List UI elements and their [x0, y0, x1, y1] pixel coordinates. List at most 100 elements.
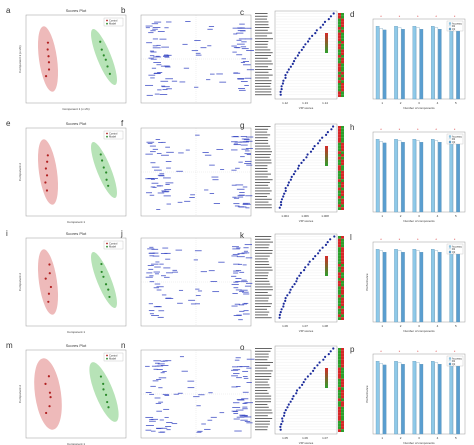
variable-label-mark	[236, 54, 243, 56]
heatmap-cell	[338, 145, 341, 149]
vip-dot	[302, 381, 305, 384]
bar-q2	[382, 252, 387, 323]
legend-marker	[106, 245, 108, 248]
variable-label-mark	[149, 255, 155, 257]
vip-dot	[287, 181, 290, 184]
heatmap-cell	[338, 142, 341, 146]
variable-label-mark	[154, 266, 161, 268]
variable-label-mark	[246, 69, 255, 71]
variable-label-mark	[160, 365, 169, 366]
variable-label-mark	[163, 267, 171, 269]
confidence-ellipse-control	[37, 26, 59, 92]
variable-label-mark	[243, 202, 250, 204]
variable-label-mark	[237, 78, 245, 79]
variable-label-mark	[233, 203, 240, 205]
sample-point-model	[102, 54, 105, 57]
vip-dot	[280, 198, 284, 201]
feature-name-mark	[255, 57, 268, 59]
heatmap-cell	[341, 170, 344, 174]
legend-marker	[106, 242, 108, 245]
legend-swatch	[448, 135, 452, 138]
heatmap-cell	[338, 359, 341, 362]
bar-accuracy	[449, 249, 453, 323]
vip-dot	[306, 40, 310, 43]
variable-label-mark	[158, 387, 163, 389]
feature-name-mark	[255, 46, 268, 48]
variable-label-mark	[148, 268, 154, 270]
legend-swatch	[448, 363, 452, 366]
variable-label-mark	[159, 94, 168, 95]
variable-label-mark	[153, 360, 161, 362]
variable-label-mark	[154, 362, 160, 364]
feature-name-mark	[255, 418, 273, 419]
heatmap-cell	[338, 173, 341, 177]
variable-label-mark	[235, 278, 242, 279]
variable-label-mark	[157, 363, 165, 365]
vip-dot	[292, 60, 296, 63]
heatmap-cell	[341, 77, 344, 81]
feature-name-mark	[255, 275, 268, 277]
panel-letter: g	[240, 121, 244, 130]
variable-label-mark	[157, 72, 163, 73]
variable-label-mark	[148, 310, 155, 312]
heatmap-cell	[338, 148, 341, 152]
heatmap-cell	[338, 409, 341, 413]
heatmap-cell	[341, 66, 344, 69]
variable-label-mark	[232, 366, 238, 368]
sample-point-model	[104, 393, 108, 396]
feature-name-mark	[255, 128, 269, 130]
variable-label-mark	[244, 416, 252, 418]
bar-r2	[416, 250, 420, 323]
variable-label-mark	[156, 369, 163, 371]
variable-label-mark	[197, 430, 203, 432]
x-tick-label: 2	[400, 436, 402, 440]
variable-label-mark	[195, 295, 201, 297]
heatmap-cell	[341, 278, 344, 281]
panel-letter: h	[350, 123, 354, 132]
vip-dot	[313, 367, 316, 370]
feature-name-mark	[255, 387, 271, 389]
x-tick-label: 1.07	[302, 324, 308, 328]
heatmap-cell	[341, 38, 344, 41]
variable-label-mark	[162, 371, 167, 372]
vip-dot	[286, 294, 289, 297]
heatmap-cell	[341, 162, 344, 166]
sample-point-control	[49, 285, 53, 289]
heatmap-cell	[341, 409, 344, 413]
variable-label-mark	[244, 160, 252, 162]
vip-dot	[324, 355, 327, 358]
feature-name-mark	[255, 201, 269, 203]
vip-dot	[284, 76, 287, 79]
bar-accuracy	[412, 249, 417, 323]
variable-label-mark	[171, 80, 178, 82]
variable-label-mark	[243, 302, 249, 304]
heatmap-cell	[338, 395, 341, 399]
sample-point-control	[45, 411, 48, 415]
heatmap-cell	[341, 266, 344, 270]
vip-dot	[330, 128, 333, 131]
variable-label-mark	[162, 247, 169, 249]
feature-name-mark	[255, 63, 273, 65]
variable-label-mark	[157, 192, 165, 194]
color-scale-bar	[325, 33, 328, 53]
feature-name-mark	[255, 187, 270, 189]
feature-name-mark	[255, 252, 273, 254]
vip-dot	[279, 425, 282, 428]
color-scale-bar	[325, 146, 328, 166]
vip-dot	[323, 20, 327, 23]
variable-label-mark	[234, 141, 243, 143]
bar-q2	[401, 142, 405, 213]
variable-label-mark	[149, 50, 155, 52]
heatmap-cell	[338, 406, 341, 410]
heatmap-cell	[338, 38, 341, 41]
x-axis-label: Component 1	[67, 220, 85, 224]
heatmap-cell	[338, 77, 341, 81]
variable-label-mark	[156, 379, 162, 380]
heatmap-cell	[338, 190, 341, 194]
variable-label-mark	[231, 305, 238, 307]
feature-name-mark	[255, 390, 268, 391]
variable-label-mark	[235, 167, 240, 169]
feature-name-mark	[255, 66, 269, 68]
vip-dot	[298, 386, 301, 389]
